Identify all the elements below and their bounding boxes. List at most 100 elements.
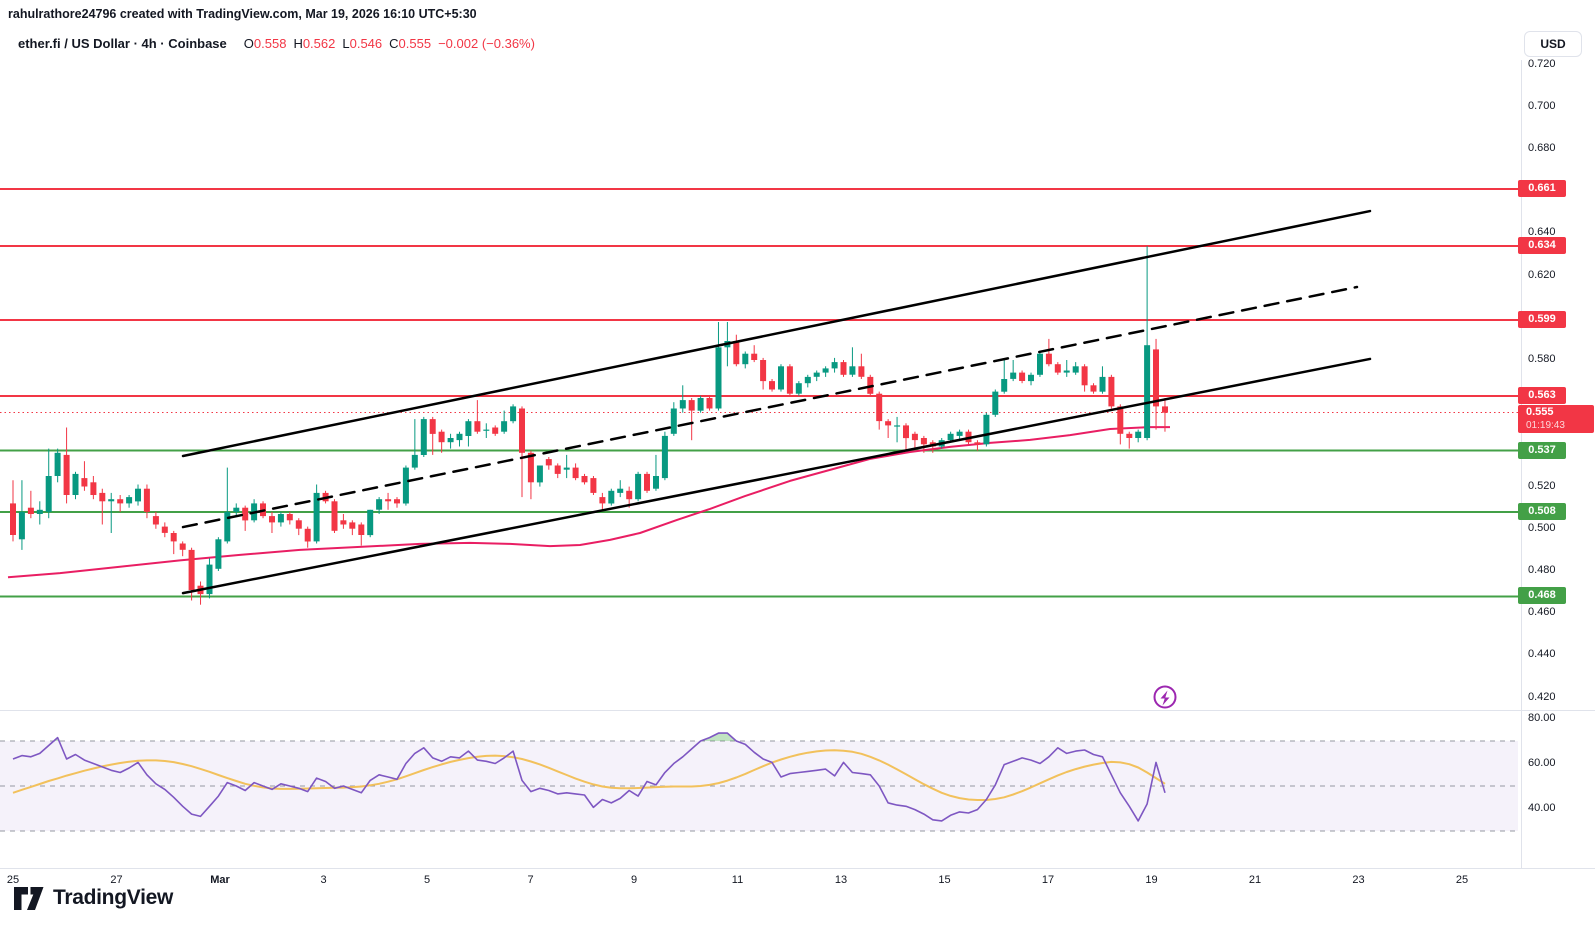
candle-down bbox=[385, 499, 392, 502]
candle-down bbox=[688, 400, 695, 411]
price-tick-label: 0.720 bbox=[1528, 57, 1556, 70]
candle-down bbox=[527, 452, 534, 483]
candle-up bbox=[36, 509, 43, 514]
candle-down bbox=[81, 478, 88, 487]
candle-down bbox=[170, 533, 177, 542]
candle-up bbox=[18, 511, 25, 540]
candle-down bbox=[340, 520, 347, 525]
candle-down bbox=[161, 526, 168, 533]
candle-up bbox=[206, 564, 213, 595]
price-tick-label: 0.680 bbox=[1528, 142, 1556, 154]
currency-toggle-button[interactable]: USD bbox=[1524, 31, 1582, 57]
candle-up bbox=[447, 438, 454, 443]
tradingview-logo[interactable]: TradingView bbox=[14, 878, 173, 918]
candle-up bbox=[822, 368, 829, 373]
price-tick-label: 0.500 bbox=[1528, 521, 1556, 534]
candle-up bbox=[813, 372, 820, 377]
candle-down bbox=[769, 381, 775, 390]
candle-down bbox=[99, 492, 106, 502]
rsi-line bbox=[12, 732, 1166, 822]
tradingview-logo-text: TradingView bbox=[53, 886, 174, 909]
candle-down bbox=[1090, 385, 1097, 392]
candle-down bbox=[295, 520, 302, 529]
candle-down bbox=[581, 476, 588, 483]
candle-up bbox=[563, 467, 570, 470]
candle-down bbox=[474, 421, 481, 432]
candle-up bbox=[277, 514, 284, 523]
rsi-tick-label: 40.00 bbox=[1528, 801, 1556, 814]
time-tick-label: 17 bbox=[1041, 874, 1055, 886]
candle-up bbox=[224, 511, 231, 542]
candle-down bbox=[269, 516, 275, 523]
candle-up bbox=[215, 539, 222, 569]
candle-up bbox=[617, 488, 624, 493]
time-tick-label: 25 bbox=[6, 874, 20, 886]
candle-down bbox=[394, 499, 400, 504]
candle-down bbox=[840, 362, 847, 375]
candle-down bbox=[733, 341, 740, 365]
candle-down bbox=[1162, 406, 1168, 413]
price-axis[interactable]: 0.720 0.700 0.680 0.640 0.620 0.580 0.520 0.500… bbox=[1518, 57, 1595, 868]
low-value: 0.546 bbox=[349, 36, 383, 51]
candle-down bbox=[242, 507, 249, 521]
candle-up bbox=[635, 473, 642, 500]
price-tick-label: 0.460 bbox=[1528, 606, 1556, 619]
candle-up bbox=[367, 509, 374, 536]
current-price-value: 0.555 bbox=[1526, 405, 1554, 418]
candle-up bbox=[653, 476, 659, 489]
candle-up bbox=[54, 452, 61, 476]
price-tick-label: 0.520 bbox=[1528, 479, 1556, 492]
open-value: 0.558 bbox=[253, 36, 287, 51]
time-tick-label: 7 bbox=[527, 874, 534, 886]
candle-up bbox=[778, 366, 784, 390]
candle-down bbox=[911, 433, 918, 441]
candle-up bbox=[849, 366, 856, 375]
candle-down bbox=[90, 482, 97, 495]
channel-midline bbox=[181, 285, 1359, 529]
price-tick-label: 0.620 bbox=[1528, 268, 1556, 281]
price-tick-label: 0.420 bbox=[1528, 690, 1556, 703]
candle-up bbox=[456, 433, 463, 441]
candle-up bbox=[233, 507, 240, 512]
resistance-price-badge: 0.661 bbox=[1518, 180, 1566, 198]
candle-down bbox=[1126, 433, 1133, 438]
candle-up bbox=[72, 473, 79, 495]
candle-down bbox=[876, 393, 883, 422]
candle-up bbox=[313, 492, 320, 542]
price-tick-label: 0.480 bbox=[1528, 563, 1556, 576]
pane-separator[interactable] bbox=[0, 710, 1595, 711]
time-tick-label: 19 bbox=[1145, 874, 1158, 886]
candle-down bbox=[599, 497, 606, 504]
candle-up bbox=[108, 499, 115, 502]
candle-up bbox=[376, 499, 383, 510]
resistance-price-badge: 0.563 bbox=[1518, 386, 1566, 404]
candle-up bbox=[661, 435, 668, 479]
ma-line bbox=[7, 426, 1170, 579]
candle-up bbox=[536, 465, 543, 483]
candle-down bbox=[545, 459, 552, 466]
support-price-badge: 0.508 bbox=[1518, 502, 1566, 520]
support-price-badge: 0.468 bbox=[1518, 587, 1566, 605]
price-axis-border bbox=[1521, 60, 1522, 868]
candle-down bbox=[858, 366, 865, 377]
time-tick-label: 11 bbox=[731, 874, 744, 886]
rsi-ma-line bbox=[12, 749, 1166, 801]
candle-down bbox=[358, 524, 365, 535]
candle-down bbox=[1153, 349, 1159, 407]
time-tick-label: 23 bbox=[1352, 874, 1365, 886]
tradingview-logo-icon bbox=[14, 886, 44, 910]
close-label: C bbox=[389, 36, 399, 51]
time-tick-label: 21 bbox=[1248, 874, 1262, 886]
candle-down bbox=[27, 507, 34, 514]
candle-down bbox=[903, 425, 909, 439]
lightning-icon[interactable] bbox=[1153, 685, 1177, 709]
candle-up bbox=[608, 490, 615, 504]
candle-up bbox=[715, 347, 722, 409]
change-value: −0.002 (−0.36%) bbox=[438, 36, 535, 51]
time-axis[interactable]: 25 27 Mar 3 5 7 9 11 13 15 17 19 21 23 25 bbox=[0, 869, 1521, 895]
candle-down bbox=[706, 398, 713, 409]
symbol-title[interactable]: ether.fi / US Dollar · 4h · Coinbase bbox=[18, 36, 227, 51]
channel-trendline bbox=[181, 357, 1372, 595]
candle-up bbox=[135, 488, 141, 502]
